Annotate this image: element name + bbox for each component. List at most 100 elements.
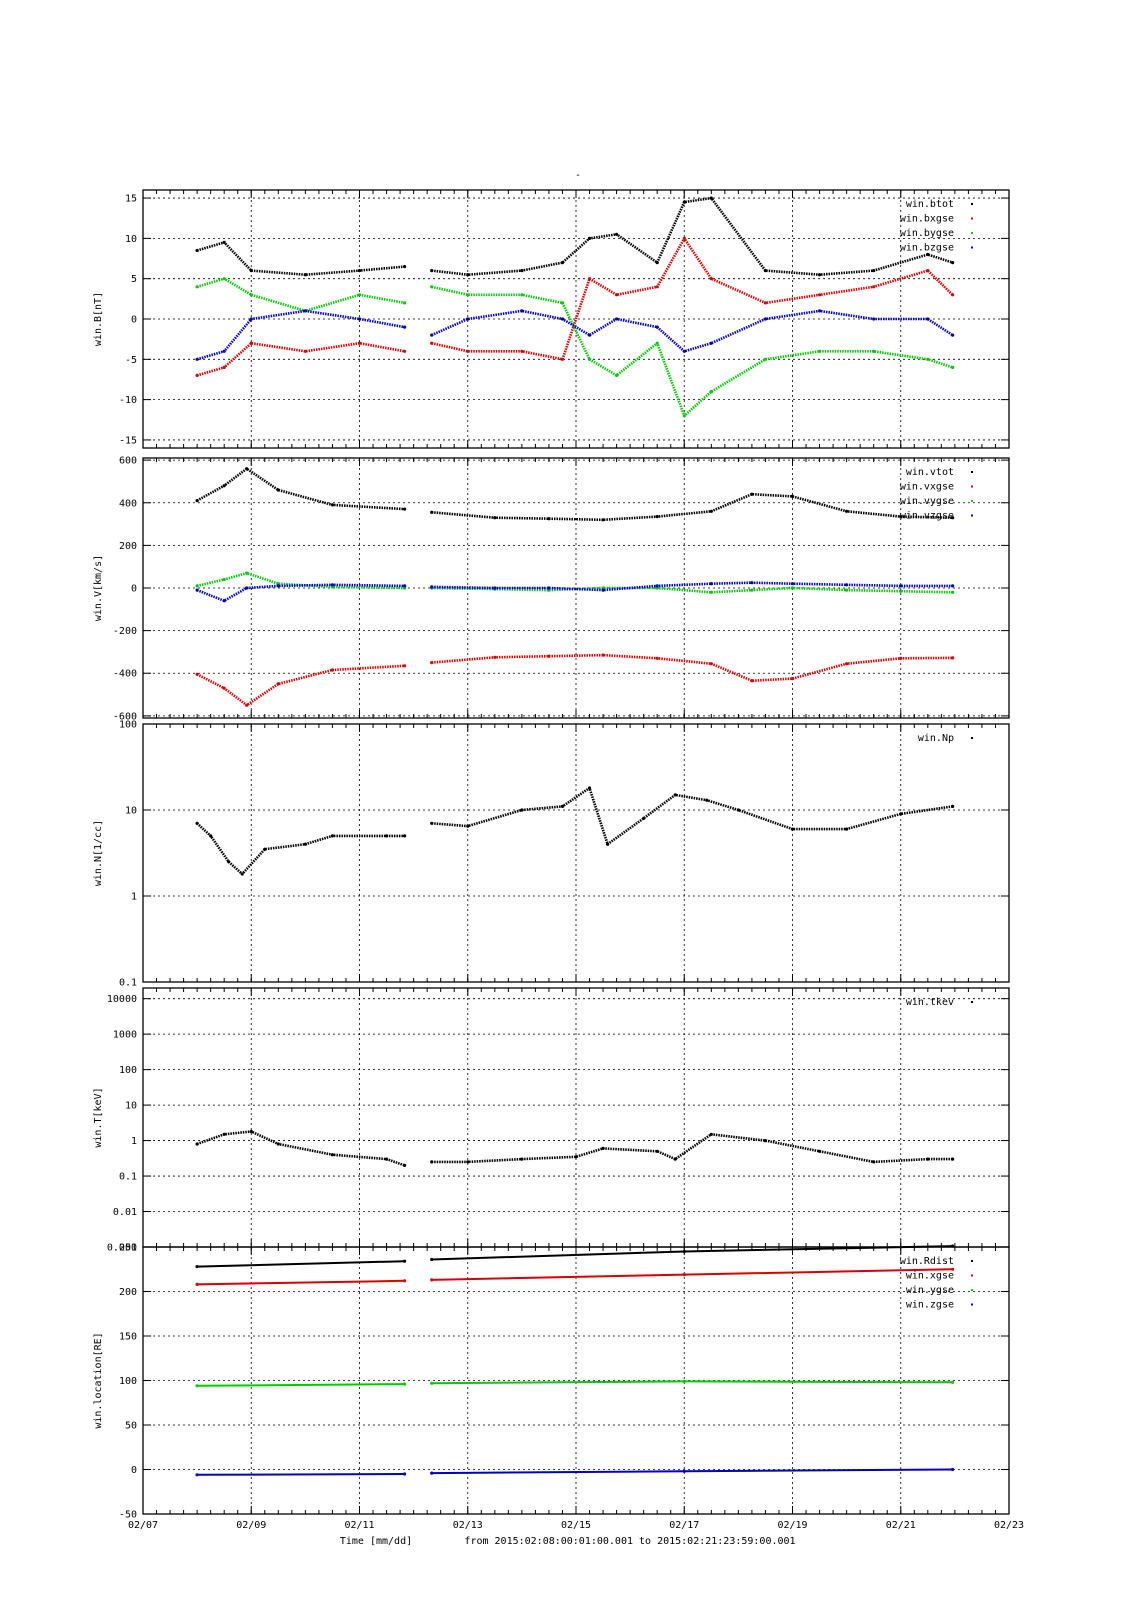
y-tick-label: 250 [119, 1243, 137, 1254]
legend-label: win.vtot [906, 467, 954, 478]
legend-marker [971, 217, 973, 220]
data-point [520, 349, 524, 353]
data-point [560, 261, 565, 265]
data-point [245, 467, 249, 471]
data-point [520, 293, 524, 297]
data-point [403, 507, 407, 511]
legend-label: win.tkev [906, 997, 954, 1008]
series-line-win-zgse [197, 1473, 405, 1476]
data-point [303, 349, 307, 353]
data-point [872, 349, 876, 353]
data-point [195, 499, 199, 503]
data-point [227, 860, 231, 864]
data-point [430, 585, 434, 589]
series-line-win-vtot [196, 467, 405, 511]
data-point [195, 1265, 199, 1269]
data-point [403, 584, 407, 588]
data-point [655, 584, 659, 588]
data-point [195, 1282, 199, 1286]
data-point [430, 333, 434, 337]
data-point [520, 808, 524, 812]
data-point [403, 1472, 407, 1476]
y-tick-label: 1000 [113, 1030, 137, 1041]
legend-marker [971, 203, 973, 205]
data-point [195, 672, 199, 676]
data-point [330, 834, 334, 838]
data-point [466, 317, 470, 321]
data-point [615, 293, 619, 297]
data-point [750, 492, 754, 496]
data-point [430, 285, 434, 289]
data-point [330, 1153, 334, 1157]
data-point [899, 812, 903, 816]
data-point [222, 240, 226, 244]
data-point [403, 301, 407, 305]
legend-label: win.Rdist [900, 1256, 954, 1267]
data-point [818, 273, 822, 277]
data-point [276, 1142, 280, 1146]
data-point [466, 1160, 470, 1164]
data-point [303, 273, 307, 277]
data-point [195, 584, 199, 588]
data-point [951, 656, 955, 660]
data-point [763, 301, 768, 305]
data-point [560, 317, 565, 321]
time-axis: 02/07 02/09 02/11 02/13 02/15 02/17 02/19 02/21… [128, 1520, 1024, 1531]
data-point [249, 269, 253, 273]
data-point [430, 269, 434, 273]
data-point [403, 1279, 407, 1283]
y-tick-label: 15 [125, 194, 137, 205]
series-line-win-vxgse [196, 664, 405, 707]
panel-1: -15 -10 -5 0 5 10 15 win.B[nT] win.btot win.bxgse… [93, 189, 1010, 449]
data-point [951, 261, 955, 265]
data-point [682, 1469, 686, 1473]
time-range-text: from 2015:02:08:00:01:00.001 to 2015:02:… [464, 1536, 795, 1547]
series-line-win-Rdist [197, 1260, 405, 1268]
data-point [587, 357, 592, 361]
data-point [430, 1381, 434, 1385]
data-point [430, 1278, 434, 1282]
y-tick-label: 0 [131, 315, 137, 326]
data-point [403, 265, 407, 269]
series-line-win-bzgse [196, 309, 405, 361]
data-point [655, 1149, 659, 1153]
panel-5: -50 0 50 100 150 200 250 win.location[RE] win.Rd… [93, 1243, 1010, 1521]
data-point [195, 588, 199, 592]
panel-frame [142, 1246, 1010, 1515]
data-point [845, 662, 849, 666]
data-point [818, 349, 822, 353]
data-point [587, 786, 592, 790]
legend-marker [971, 737, 973, 739]
data-point [587, 333, 592, 337]
series-line-win-vzgse [431, 581, 953, 592]
data-point [790, 582, 795, 586]
y-tick-label: 150 [119, 1332, 137, 1343]
data-point [403, 664, 407, 668]
data-point [615, 232, 619, 236]
legend-marker [971, 246, 973, 249]
data-point [951, 1267, 955, 1271]
data-point [951, 365, 955, 369]
legend-label: win.bxgse [900, 214, 954, 225]
legend-marker [971, 471, 973, 473]
panel-frame [142, 723, 1010, 983]
panel-3: 0.1 1 10 100 win.N[1/cc] win.Np [93, 720, 1010, 989]
data-point [682, 1273, 686, 1277]
y-tick-label: 1 [131, 892, 137, 903]
x-tick-label: 02/15 [561, 1520, 591, 1531]
data-point [615, 373, 619, 377]
series-line-win-vzgse [196, 583, 405, 603]
data-point [430, 341, 434, 345]
data-point [951, 1467, 955, 1472]
series-line-win-Np [196, 822, 405, 876]
legend-label: win.bygse [900, 228, 954, 239]
data-point [951, 1380, 955, 1384]
data-point [682, 236, 686, 240]
series-line-win-vygse [431, 586, 953, 594]
y-tick-label: 0 [131, 1465, 137, 1476]
data-point [790, 677, 795, 681]
legend-label: win.zgse [906, 1300, 954, 1311]
panels-group: -15-10-5051015win.B[nT]win.btotwin.bxgse… [93, 189, 1010, 1521]
y-tick-label: -5 [125, 355, 137, 366]
legend-marker [971, 1303, 973, 1306]
